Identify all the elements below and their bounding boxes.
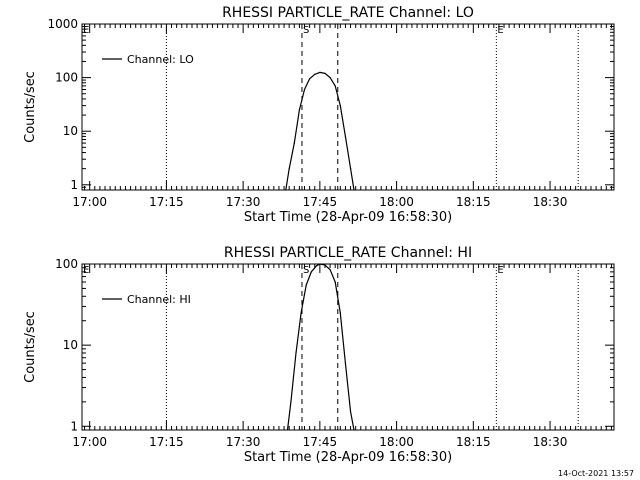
chart-panel-1: RHESSI PARTICLE_RATE Channel: HI 17:00 17:… — [23, 245, 615, 465]
data-point — [298, 109, 301, 111]
data-point — [309, 78, 311, 80]
event-marker: E — [497, 25, 503, 36]
data-point — [315, 265, 318, 267]
x-axis-label: Start Time (28-Apr-09 16:58:30) — [244, 450, 452, 465]
y-tick-label: 1 — [70, 178, 78, 192]
chart-title: RHESSI PARTICLE_RATE Channel: LO — [222, 5, 474, 21]
data-point — [285, 189, 287, 191]
data-point — [353, 429, 355, 431]
data-point — [324, 72, 326, 74]
data-point — [286, 429, 289, 431]
event-marker: E — [83, 25, 89, 36]
chart-panel-0: RHESSI PARTICLE_RATE Channel: LO 17:00 17:… — [23, 5, 615, 225]
event-marker: E — [83, 265, 89, 276]
data-point — [344, 362, 347, 364]
x-tick-label: 18:30 — [533, 435, 568, 449]
footer-timestamp: 14-Oct-2021 13:57 — [558, 469, 634, 478]
y-tick-label: 10 — [63, 124, 78, 138]
y-tick-label: 10 — [63, 338, 78, 352]
x-tick-label: 17:45 — [303, 435, 338, 449]
data-point — [349, 168, 352, 170]
data-point — [295, 352, 297, 354]
event-marker: S — [303, 25, 309, 36]
data-point — [288, 168, 290, 170]
event-marker: E — [497, 265, 503, 276]
plot-frame — [81, 263, 615, 431]
chart-title: RHESSI PARTICLE_RATE Channel: HI — [224, 245, 472, 261]
data-point — [314, 73, 316, 75]
x-tick-label: 18:15 — [456, 195, 491, 209]
data-point — [329, 269, 331, 271]
y-tick-label: 100 — [55, 71, 78, 85]
x-tick-label: 17:30 — [226, 195, 261, 209]
data-point — [339, 312, 341, 314]
x-tick-label: 18:30 — [533, 195, 568, 209]
x-tick-label: 17:00 — [72, 435, 107, 449]
y-tick-label: 1 — [70, 419, 78, 433]
data-point — [344, 135, 347, 137]
y-axis-label: Counts/sec — [23, 311, 38, 383]
data-point — [353, 189, 355, 191]
data-point — [305, 284, 307, 286]
y-tick-label: 1000 — [47, 17, 78, 31]
data-point — [334, 85, 336, 87]
data-point — [319, 71, 321, 74]
x-tick-label: 18:00 — [379, 435, 414, 449]
data-point — [334, 281, 336, 283]
data-point — [293, 142, 295, 144]
data-point — [290, 401, 292, 403]
legend-label: Channel: LO — [127, 53, 194, 66]
plot-frame — [81, 23, 615, 191]
y-tick-label: 100 — [55, 257, 78, 271]
event-marker: S — [303, 265, 309, 276]
data-point — [310, 271, 312, 273]
x-tick-label: 17:00 — [72, 195, 107, 209]
series-line-0 — [286, 263, 355, 431]
data-point — [329, 77, 331, 79]
data-point — [339, 105, 341, 107]
x-tick-label: 17:30 — [226, 435, 261, 449]
legend-label: Channel: HI — [127, 293, 191, 306]
x-tick-label: 17:45 — [303, 195, 338, 209]
x-axis-label: Start Time (28-Apr-09 16:58:30) — [244, 210, 452, 225]
x-tick-label: 17:15 — [149, 435, 184, 449]
data-point — [303, 88, 306, 91]
data-point — [300, 312, 302, 314]
data-point — [349, 411, 352, 413]
data-point — [319, 263, 321, 265]
series-line-0 — [285, 71, 355, 191]
y-axis-label: Counts/sec — [23, 71, 38, 143]
data-point — [324, 264, 326, 266]
x-tick-label: 18:15 — [456, 435, 491, 449]
x-tick-label: 18:00 — [379, 195, 414, 209]
x-tick-label: 17:15 — [149, 195, 184, 209]
